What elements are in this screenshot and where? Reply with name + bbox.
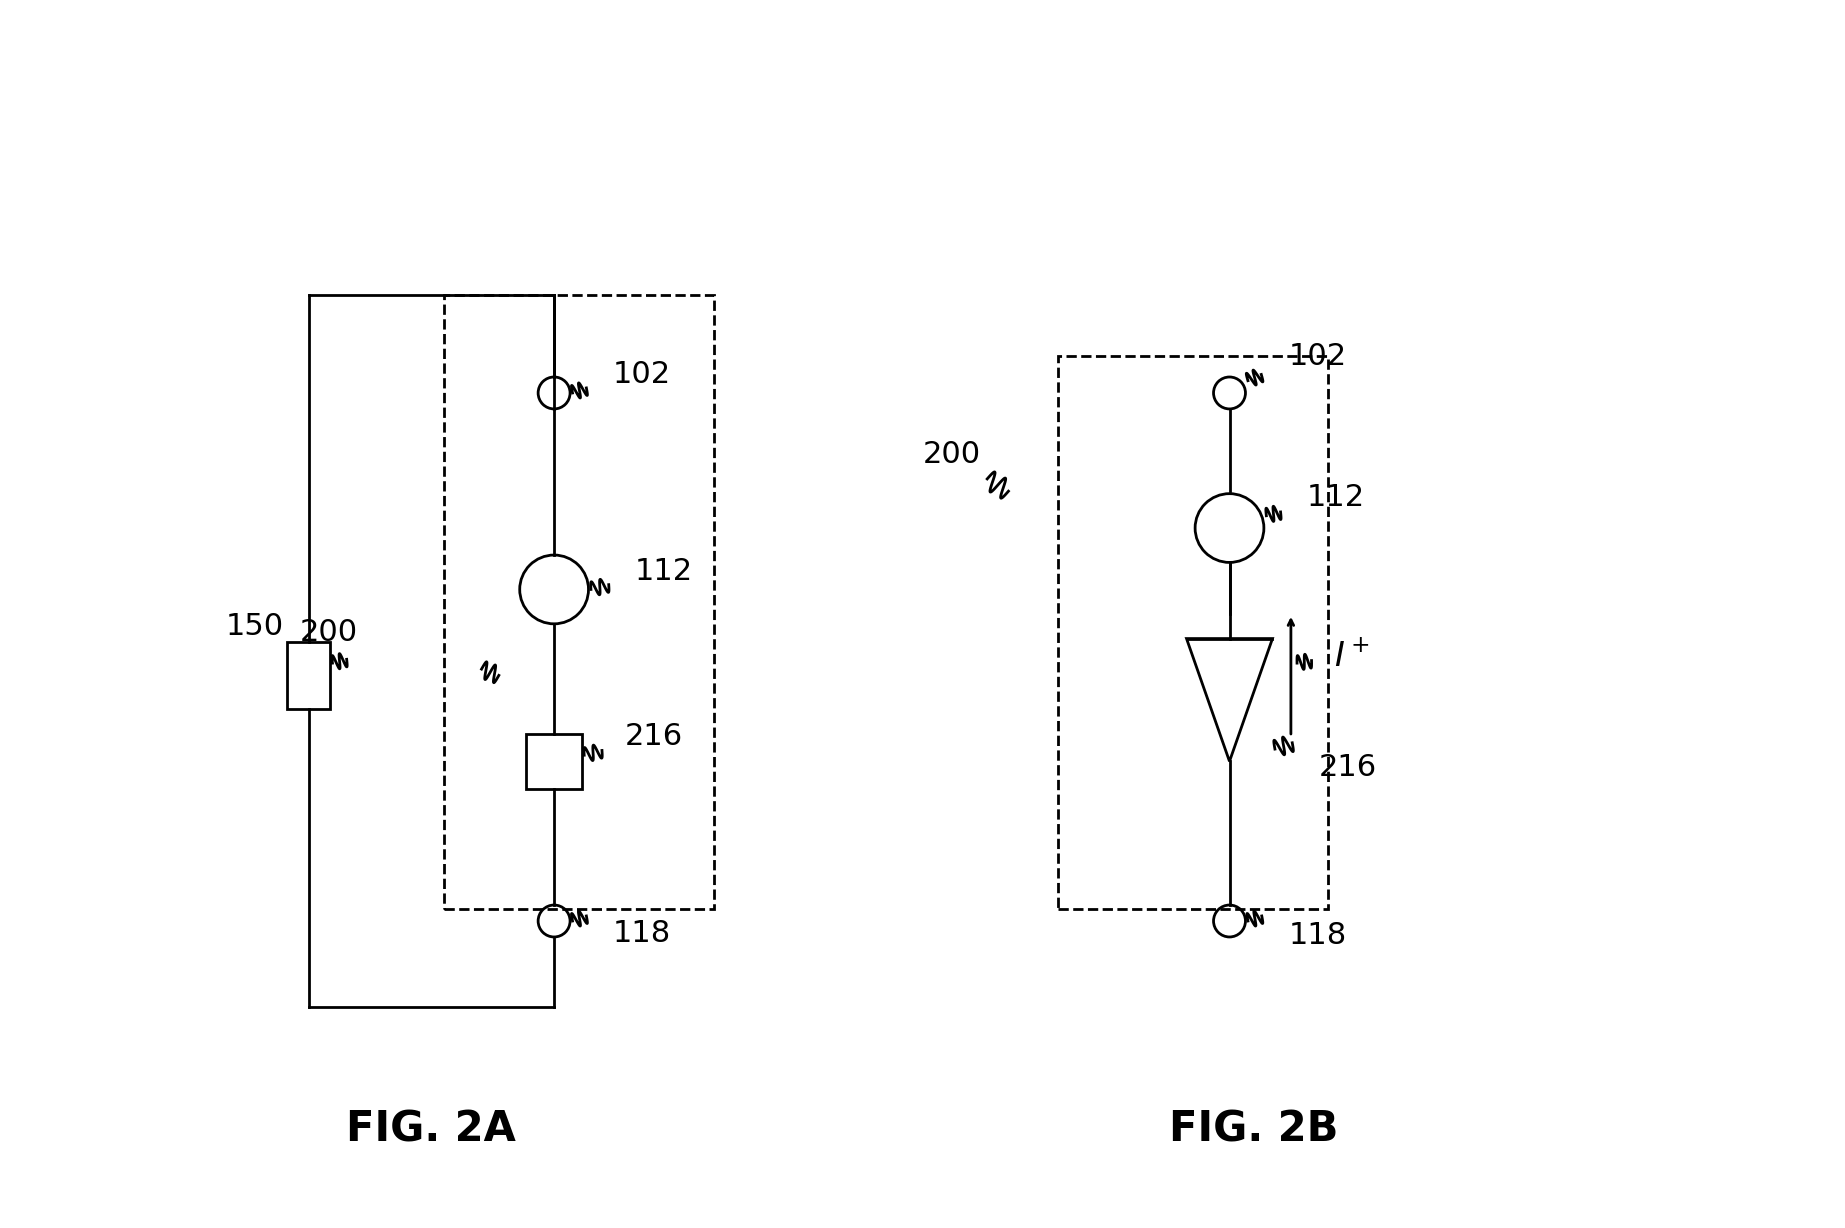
Text: 112: 112 <box>1306 483 1365 512</box>
Bar <box>443 295 714 909</box>
Text: 200: 200 <box>299 618 358 647</box>
Text: 200: 200 <box>922 440 982 469</box>
Bar <box>526 734 581 790</box>
Text: 150: 150 <box>225 612 284 641</box>
Text: $I^+$: $I^+$ <box>1334 641 1369 673</box>
Bar <box>288 642 330 710</box>
Bar <box>1057 356 1328 909</box>
Text: 216: 216 <box>1319 753 1376 782</box>
Text: 118: 118 <box>1288 921 1347 950</box>
Text: 102: 102 <box>613 360 672 389</box>
Text: 216: 216 <box>625 722 683 752</box>
Text: FIG. 2B: FIG. 2B <box>1170 1109 1339 1151</box>
Text: FIG. 2A: FIG. 2A <box>347 1109 517 1151</box>
Text: 118: 118 <box>613 919 672 948</box>
Text: 102: 102 <box>1288 341 1347 371</box>
Text: 112: 112 <box>635 556 694 586</box>
